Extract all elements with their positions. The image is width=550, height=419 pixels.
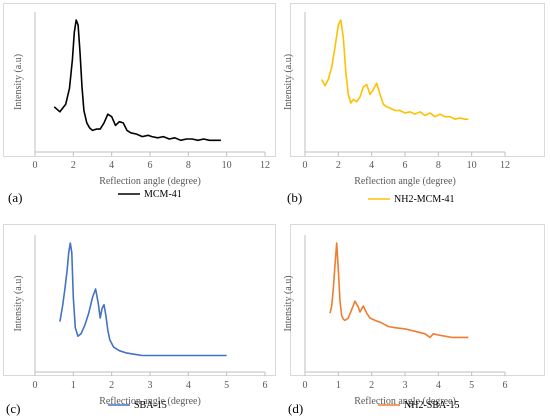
x-tick-label: 0 — [303, 380, 308, 391]
panel-label: (b) — [287, 190, 302, 205]
legend-label: NH2-SBA-15 — [404, 400, 460, 411]
chart-panel-4: 0 1 2 3 4 5 6 Reflection angle (degree) Intensit… — [283, 224, 545, 416]
y-axis-title: Intensity (a.u) — [13, 54, 24, 110]
x-tick-label: 4 — [436, 380, 441, 391]
panel-label: (d) — [288, 401, 303, 416]
y-axis-title: Intensity (a.u) — [13, 275, 24, 331]
y-axis-title: Intensity (a.u) — [283, 275, 294, 331]
x-tick-label: 8 — [436, 160, 441, 171]
series-line — [59, 242, 227, 357]
x-tick-label: 1 — [71, 380, 76, 391]
legend-label: SBA-15 — [134, 400, 167, 411]
x-tick-label: 5 — [224, 380, 229, 391]
chart-panel-3: 0 1 2 3 4 5 6 Reflection angle (degree) Intensit… — [3, 224, 276, 416]
panel-frame — [3, 224, 276, 376]
x-tick-label: 6 — [403, 160, 408, 171]
x-tick-label: 10 — [467, 160, 477, 171]
x-tick-label: 0 — [33, 380, 38, 391]
panel-frame — [290, 224, 545, 376]
x-axis-title: Reflection angle (degree) — [354, 396, 456, 407]
y-axis-title: Intensity (a.u) — [283, 54, 294, 110]
x-tick-label: 10 — [222, 160, 232, 171]
x-tick-label: 4 — [109, 160, 114, 171]
x-axis-title: Reflection angle (degree) — [354, 176, 456, 187]
x-tick-label: 6 — [263, 380, 268, 391]
x-tick-label: 4 — [369, 160, 374, 171]
series-line — [329, 242, 469, 339]
x-axis-title: Reflection angle (degree) — [99, 396, 201, 407]
x-tick-label: 4 — [186, 380, 191, 391]
series-line — [320, 19, 469, 120]
x-tick-label: 6 — [503, 380, 508, 391]
x-tick-label: 2 — [369, 380, 374, 391]
series-line — [53, 19, 221, 142]
panel-frame — [3, 3, 276, 157]
x-tick-label: 2 — [71, 160, 76, 171]
x-tick-label: 2 — [336, 160, 341, 171]
x-tick-label: 0 — [303, 160, 308, 171]
x-tick-label: 5 — [469, 380, 474, 391]
x-tick-label: 8 — [186, 160, 191, 171]
x-tick-label: 0 — [33, 160, 38, 171]
x-tick-label: 12 — [260, 160, 270, 171]
x-axis-title: Reflection angle (degree) — [99, 176, 201, 187]
x-tick-label: 1 — [336, 380, 341, 391]
chart-panel-2: 0 2 4 6 8 10 12 Reflection angle (degree) Intens… — [283, 3, 545, 205]
x-tick-label: 2 — [109, 380, 114, 391]
panel-label: (c) — [6, 401, 20, 416]
chart-panel-1: 0 2 4 6 8 10 12 Reflection angle (degree) Intens… — [3, 3, 276, 205]
legend-label: MCM-41 — [144, 189, 182, 200]
panel-label: (a) — [8, 190, 22, 205]
x-tick-label: 12 — [500, 160, 510, 171]
legend-label: NH2-MCM-41 — [394, 194, 455, 205]
x-tick-label: 3 — [403, 380, 408, 391]
panel-frame — [290, 3, 545, 157]
x-tick-label: 6 — [148, 160, 153, 171]
x-tick-label: 3 — [148, 380, 153, 391]
